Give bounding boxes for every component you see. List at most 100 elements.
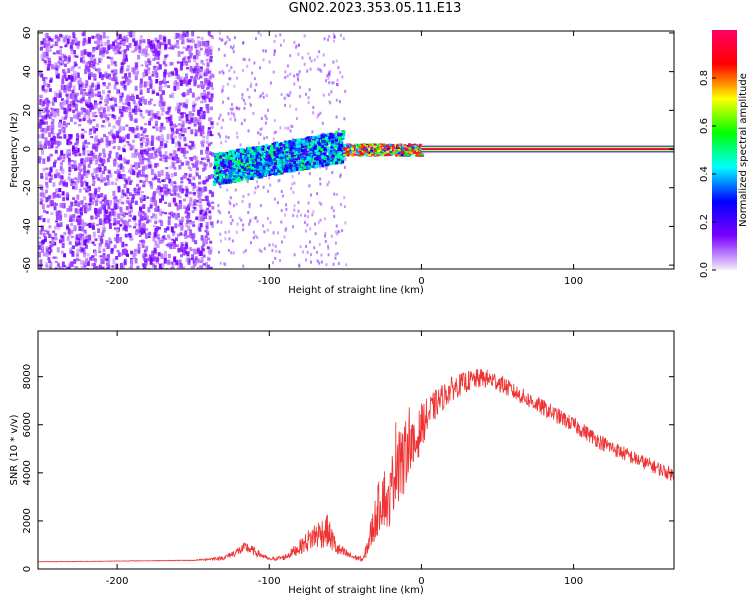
heatmap-cell bbox=[80, 240, 83, 246]
heatmap-cell bbox=[327, 158, 330, 161]
heatmap-cell bbox=[168, 254, 171, 258]
heatmap-cell bbox=[72, 197, 75, 200]
heatmap-cell bbox=[164, 258, 167, 264]
heatmap-cell bbox=[180, 61, 183, 66]
heatmap-cell bbox=[108, 171, 111, 174]
heatmap-cell bbox=[256, 220, 258, 223]
heatmap-cell bbox=[270, 147, 273, 150]
heatmap-cell bbox=[75, 146, 78, 150]
heatmap-cell bbox=[143, 224, 146, 229]
heatmap-cell bbox=[62, 197, 65, 201]
heatmap-cell bbox=[186, 151, 189, 154]
heatmap-cell bbox=[283, 235, 285, 238]
heatmap-cell bbox=[145, 54, 148, 57]
heatmap-cell bbox=[71, 160, 74, 162]
heatmap-cell bbox=[254, 191, 256, 194]
heatmap-cell bbox=[294, 253, 296, 256]
heatmap-cell bbox=[114, 182, 117, 185]
heatmap-cell bbox=[260, 204, 262, 207]
heatmap-cell bbox=[234, 162, 237, 165]
heatmap-cell bbox=[81, 200, 84, 205]
heatmap-cell bbox=[183, 102, 186, 107]
heatmap-cell bbox=[131, 169, 134, 172]
heatmap-cell bbox=[96, 124, 99, 128]
heatmap-cell bbox=[333, 215, 335, 218]
heatmap-cell bbox=[225, 231, 227, 234]
heatmap-cell bbox=[97, 45, 100, 48]
heatmap-cell bbox=[144, 81, 147, 87]
heatmap-cell bbox=[84, 240, 87, 245]
heatmap-cell bbox=[153, 66, 156, 70]
heatmap-cell bbox=[200, 134, 203, 136]
heatmap-cell bbox=[95, 115, 98, 117]
heatmap-cell bbox=[262, 92, 264, 95]
heatmap-cell bbox=[226, 189, 228, 192]
heatmap-cell bbox=[117, 214, 120, 219]
heatmap-cell bbox=[95, 160, 98, 165]
heatmap-cell bbox=[132, 165, 135, 167]
heatmap-cell bbox=[175, 186, 178, 192]
heatmap-cell bbox=[325, 79, 327, 82]
heatmap-cell bbox=[70, 42, 73, 45]
heatmap-cell bbox=[219, 71, 221, 74]
heatmap-cell bbox=[324, 234, 326, 237]
heatmap-cell bbox=[197, 204, 200, 206]
heatmap-cell bbox=[220, 221, 222, 224]
heatmap-cell bbox=[128, 200, 131, 206]
heatmap-cell bbox=[159, 158, 162, 161]
heatmap-cell bbox=[243, 251, 245, 254]
heatmap-cell bbox=[88, 205, 91, 210]
heatmap-cell bbox=[253, 236, 255, 239]
heatmap-cell bbox=[83, 196, 86, 200]
heatmap-cell bbox=[271, 169, 274, 172]
heatmap-cell bbox=[241, 163, 244, 166]
heatmap-cell bbox=[139, 157, 142, 161]
heatmap-cell bbox=[259, 133, 261, 136]
heatmap-cell bbox=[339, 71, 341, 74]
heatmap-cell bbox=[229, 237, 231, 240]
heatmap-cell bbox=[340, 141, 343, 144]
heatmap-cell bbox=[165, 141, 168, 143]
heatmap-cell bbox=[108, 237, 111, 242]
heatmap-cell bbox=[59, 141, 62, 144]
heatmap-cell bbox=[104, 42, 107, 46]
heatmap-cell bbox=[305, 258, 307, 261]
heatmap-cell bbox=[48, 195, 51, 199]
heatmap-cell bbox=[233, 251, 235, 254]
heatmap-cell bbox=[337, 230, 339, 233]
heatmap-cell bbox=[149, 220, 152, 223]
heatmap-cell bbox=[292, 214, 294, 217]
heatmap-cell bbox=[256, 236, 258, 239]
heatmap-cell bbox=[314, 223, 316, 226]
heatmap-cell bbox=[145, 158, 148, 160]
heatmap-cell bbox=[330, 90, 332, 93]
heatmap-cell bbox=[99, 48, 102, 50]
heatmap-cell bbox=[305, 93, 307, 96]
heatmap-cell bbox=[168, 47, 171, 49]
heatmap-cell bbox=[204, 82, 207, 86]
heatmap-cell bbox=[61, 79, 64, 85]
heatmap-cell bbox=[257, 185, 259, 188]
heatmap-cell bbox=[107, 40, 110, 45]
heatmap-cell bbox=[151, 116, 154, 120]
heatmap-cell bbox=[323, 53, 325, 56]
heatmap-cell bbox=[82, 150, 85, 156]
heatmap-cell bbox=[59, 182, 62, 186]
heatmap-cell bbox=[259, 66, 261, 69]
heatmap-cell bbox=[288, 166, 291, 169]
heatmap-cell bbox=[82, 41, 85, 46]
heatmap-cell bbox=[87, 188, 90, 192]
heatmap-cell bbox=[119, 34, 122, 39]
heatmap-cell bbox=[287, 64, 289, 67]
heatmap-cell bbox=[149, 102, 152, 104]
heatmap-cell bbox=[319, 178, 321, 181]
heatmap-cell bbox=[295, 167, 298, 170]
heatmap-cell bbox=[249, 150, 252, 153]
heatmap-cell bbox=[319, 164, 322, 167]
heatmap-cell bbox=[227, 157, 230, 160]
heatmap-cell bbox=[334, 158, 337, 161]
heatmap-cell bbox=[99, 36, 102, 42]
heatmap-cell bbox=[123, 42, 126, 46]
heatmap-cell bbox=[91, 85, 94, 88]
